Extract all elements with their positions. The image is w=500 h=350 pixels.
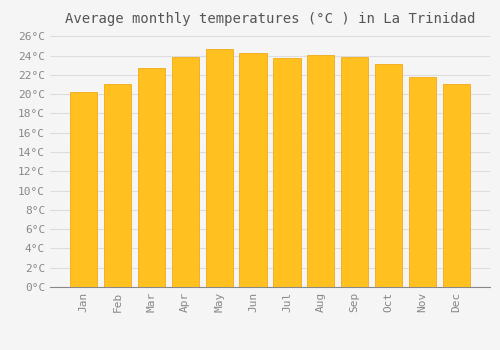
Bar	[375, 64, 402, 287]
Bar	[240, 53, 266, 287]
Bar	[172, 57, 199, 287]
Bar	[274, 57, 300, 287]
Bar	[409, 77, 436, 287]
Bar	[104, 84, 131, 287]
Bar	[341, 57, 368, 287]
Bar	[443, 84, 470, 287]
Title: Average monthly temperatures (°C ) in La Trinidad: Average monthly temperatures (°C ) in La…	[65, 12, 475, 26]
Bar	[308, 55, 334, 287]
Bar	[70, 92, 97, 287]
Bar	[206, 49, 233, 287]
Bar	[138, 68, 165, 287]
